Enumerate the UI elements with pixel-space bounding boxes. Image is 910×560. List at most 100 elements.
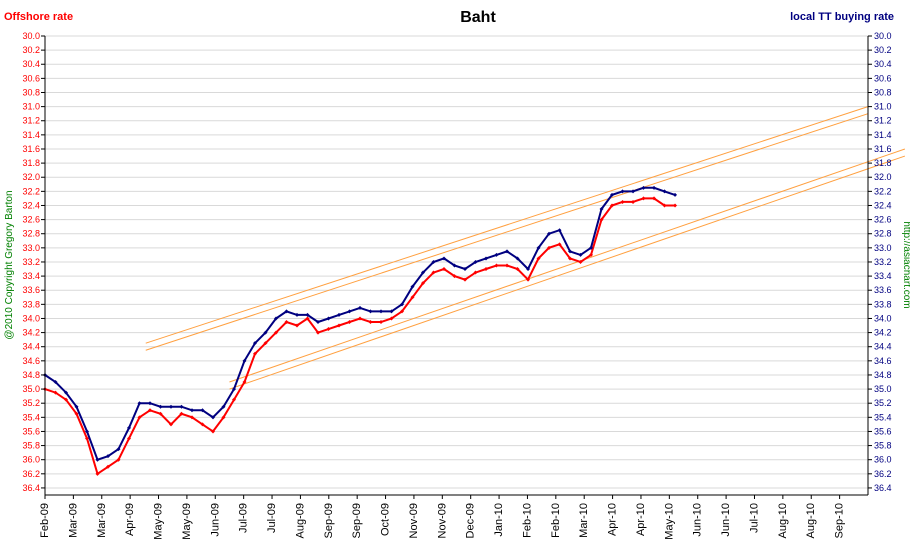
data-point — [620, 189, 625, 194]
data-point — [494, 263, 499, 268]
data-point — [232, 387, 237, 392]
data-point — [368, 309, 373, 314]
x-tick-label: Apr-09 — [124, 503, 136, 536]
data-point — [106, 464, 111, 469]
data-point — [232, 397, 237, 402]
left-axis-title: Offshore rate — [4, 11, 73, 23]
data-point — [505, 249, 510, 254]
data-point — [316, 330, 321, 335]
y-tick-label-left: 30.2 — [22, 45, 40, 55]
y-tick-label-right: 35.6 — [874, 426, 892, 436]
data-point — [263, 330, 268, 335]
x-tick-label: Sep-09 — [351, 503, 363, 538]
trend-line — [229, 148, 906, 383]
y-tick-label-right: 31.0 — [874, 102, 892, 112]
data-point — [316, 319, 321, 324]
data-point — [473, 259, 478, 264]
x-tick-label: Sep-09 — [323, 503, 335, 538]
x-tick-label: Sep-10 — [834, 503, 846, 538]
data-point — [53, 390, 58, 395]
data-point — [673, 203, 678, 208]
y-tick-label-left: 36.4 — [22, 483, 40, 493]
data-point — [169, 404, 174, 409]
data-point — [568, 249, 573, 254]
data-point — [158, 411, 163, 416]
y-tick-label-right: 31.2 — [874, 116, 892, 126]
trend-line — [229, 155, 906, 390]
data-point — [295, 323, 300, 328]
data-point — [652, 185, 657, 190]
data-point — [64, 390, 69, 395]
data-point — [53, 380, 58, 385]
y-tick-label-left: 31.0 — [22, 102, 40, 112]
data-point — [547, 245, 552, 250]
data-point — [305, 316, 310, 321]
data-point — [200, 408, 205, 413]
data-point — [662, 189, 667, 194]
data-point — [179, 404, 184, 409]
data-point — [662, 203, 667, 208]
x-tick-label: Jun-09 — [209, 503, 221, 537]
data-point — [116, 447, 121, 452]
y-tick-label-left: 36.0 — [22, 455, 40, 465]
y-tick-label-left: 30.8 — [22, 87, 40, 97]
x-tick-label: Aug-09 — [294, 503, 306, 538]
y-tick-label-left: 32.4 — [22, 200, 40, 210]
y-tick-label-right: 36.2 — [874, 469, 892, 479]
data-point — [505, 263, 510, 268]
data-point — [536, 256, 541, 261]
data-point — [326, 316, 331, 321]
data-point — [452, 274, 457, 279]
y-tick-label-right: 34.6 — [874, 356, 892, 366]
data-point — [463, 277, 468, 282]
data-point — [158, 404, 163, 409]
website-text: http://asiachart.com — [901, 221, 910, 308]
data-point — [179, 411, 184, 416]
y-tick-label-right: 33.8 — [874, 299, 892, 309]
data-point — [599, 207, 604, 212]
x-tick-label: Mar-10 — [578, 503, 590, 538]
data-point — [421, 281, 426, 286]
data-point — [515, 256, 520, 261]
data-point — [116, 457, 121, 462]
chart-title: Baht — [460, 9, 496, 26]
x-tick-label: May-09 — [153, 503, 165, 540]
data-point — [442, 267, 447, 272]
data-point — [410, 284, 415, 289]
y-tick-label-right: 33.2 — [874, 257, 892, 267]
y-tick-label-right: 34.8 — [874, 370, 892, 380]
data-point — [200, 422, 205, 427]
y-tick-label-right: 34.2 — [874, 328, 892, 338]
x-tick-label: Nov-09 — [408, 503, 420, 538]
data-point — [652, 196, 657, 201]
data-point — [95, 457, 100, 462]
x-tick-label: Jun-10 — [720, 503, 732, 537]
y-tick-label-right: 30.2 — [874, 45, 892, 55]
data-point — [631, 199, 636, 204]
y-tick-label-left: 30.6 — [22, 73, 40, 83]
y-tick-label-left: 34.2 — [22, 328, 40, 338]
data-point — [526, 277, 531, 282]
y-tick-label-left: 34.0 — [22, 313, 40, 323]
right-axis-title: local TT buying rate — [790, 11, 894, 23]
data-point — [242, 358, 247, 363]
x-tick-label: Nov-09 — [436, 503, 448, 538]
y-tick-label-left: 35.4 — [22, 412, 40, 422]
data-point — [358, 305, 363, 310]
x-tick-label: Dec-09 — [465, 503, 477, 538]
y-tick-label-right: 31.6 — [874, 144, 892, 154]
data-point — [484, 256, 489, 261]
data-point — [641, 185, 646, 190]
data-point — [148, 401, 153, 406]
y-tick-label-left: 34.6 — [22, 356, 40, 366]
data-point — [473, 270, 478, 275]
x-tick-label: Apr-10 — [607, 503, 619, 536]
data-point — [610, 203, 615, 208]
y-tick-label-left: 31.6 — [22, 144, 40, 154]
y-tick-label-left: 35.2 — [22, 398, 40, 408]
data-point — [347, 309, 352, 314]
y-tick-label-left: 32.6 — [22, 215, 40, 225]
y-tick-label-left: 30.0 — [22, 31, 40, 41]
data-point — [211, 429, 216, 434]
data-point — [127, 436, 132, 441]
